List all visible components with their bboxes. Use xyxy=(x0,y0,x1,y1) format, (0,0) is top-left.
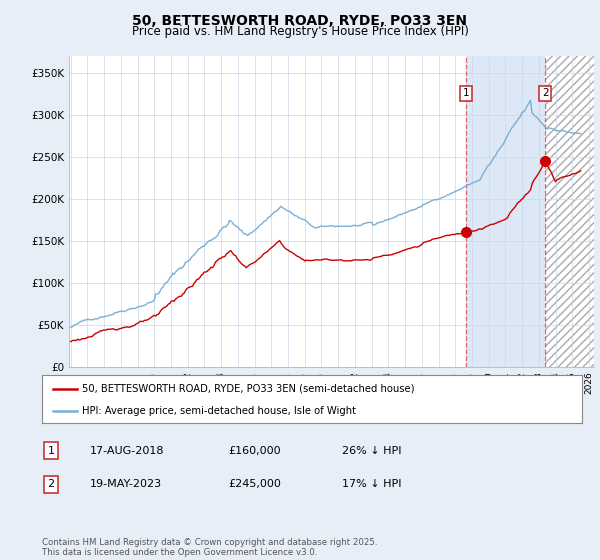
Bar xyxy=(545,56,594,367)
Text: HPI: Average price, semi-detached house, Isle of Wight: HPI: Average price, semi-detached house,… xyxy=(83,406,356,416)
Text: 2: 2 xyxy=(542,88,548,99)
Text: 2: 2 xyxy=(47,479,55,489)
Text: 19-MAY-2023: 19-MAY-2023 xyxy=(90,479,162,489)
Text: £245,000: £245,000 xyxy=(228,479,281,489)
Text: 17-AUG-2018: 17-AUG-2018 xyxy=(90,446,164,456)
Bar xyxy=(466,56,545,367)
Text: £160,000: £160,000 xyxy=(228,446,281,456)
Bar xyxy=(545,56,594,367)
Text: 1: 1 xyxy=(463,88,469,99)
Text: Price paid vs. HM Land Registry's House Price Index (HPI): Price paid vs. HM Land Registry's House … xyxy=(131,25,469,38)
Text: 50, BETTESWORTH ROAD, RYDE, PO33 3EN: 50, BETTESWORTH ROAD, RYDE, PO33 3EN xyxy=(133,14,467,28)
Text: 50, BETTESWORTH ROAD, RYDE, PO33 3EN (semi-detached house): 50, BETTESWORTH ROAD, RYDE, PO33 3EN (se… xyxy=(83,384,415,394)
Text: Contains HM Land Registry data © Crown copyright and database right 2025.
This d: Contains HM Land Registry data © Crown c… xyxy=(42,538,377,557)
Text: 1: 1 xyxy=(47,446,55,456)
Text: 17% ↓ HPI: 17% ↓ HPI xyxy=(342,479,401,489)
Text: 26% ↓ HPI: 26% ↓ HPI xyxy=(342,446,401,456)
